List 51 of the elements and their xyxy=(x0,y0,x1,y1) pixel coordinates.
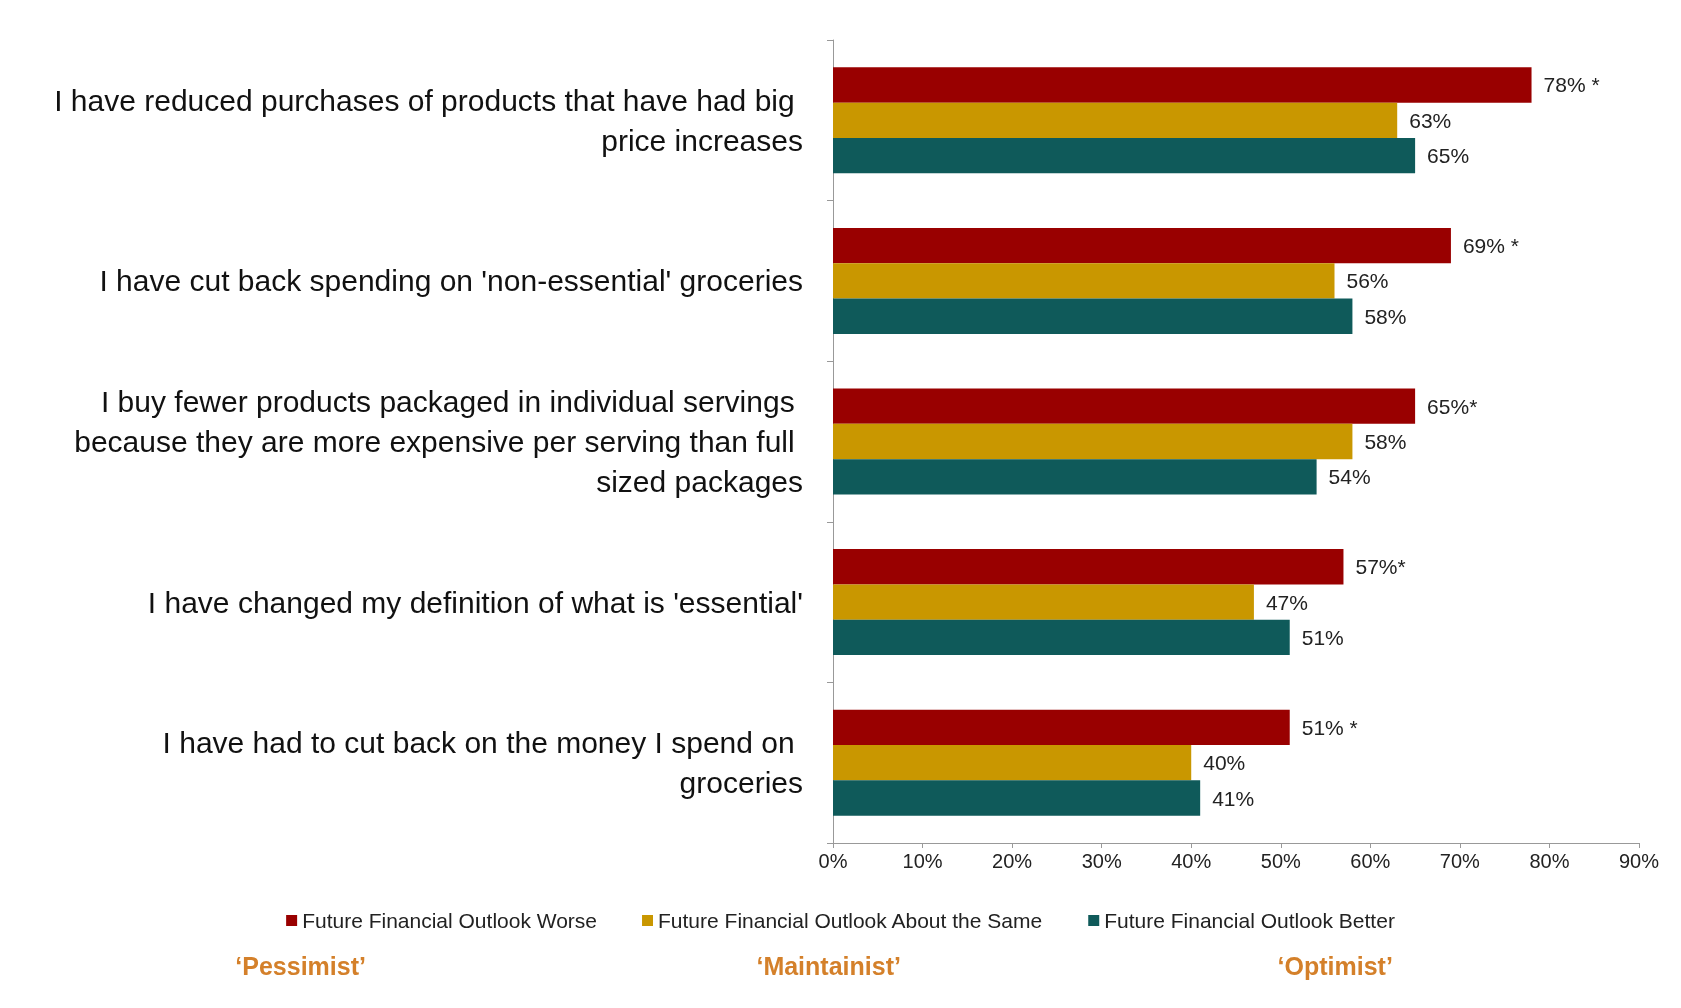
x-tick-label: 0% xyxy=(818,850,848,872)
data-label: 56% xyxy=(1346,269,1389,293)
bar xyxy=(833,102,1398,138)
data-label: 69% * xyxy=(1462,234,1519,258)
y-tick-label: I have reduced purchases of products that have had big price increases xyxy=(54,83,803,157)
data-label: 63% xyxy=(1409,108,1452,132)
bar xyxy=(833,388,1416,424)
bar xyxy=(833,584,1254,620)
x-tick-label: 30% xyxy=(1081,850,1122,872)
y-tick-label: I have changed my definition of what is 'essential' xyxy=(147,585,803,619)
bar xyxy=(833,263,1335,299)
x-tick-label: 10% xyxy=(902,850,943,872)
data-label: 40% xyxy=(1203,751,1246,775)
legend-label: Future Financial Outlook Better xyxy=(1104,909,1395,932)
x-tick-label: 90% xyxy=(1618,850,1660,872)
bar xyxy=(833,709,1290,746)
bar xyxy=(833,619,1290,656)
data-label: 47% xyxy=(1265,590,1308,614)
x-tick-label: 40% xyxy=(1171,850,1212,872)
bar xyxy=(833,227,1451,264)
x-tick-label: 50% xyxy=(1260,850,1302,872)
text: ‘Pessimist’ xyxy=(235,951,366,980)
data-label: 51% xyxy=(1301,625,1344,649)
y-tick-label: I buy fewer products packaged in individual servings because they are more expensive per serving than full sized packages xyxy=(74,385,803,498)
bar xyxy=(833,423,1353,460)
data-label: 57%* xyxy=(1355,555,1406,579)
data-label: 78% * xyxy=(1543,73,1600,97)
bar xyxy=(833,137,1416,174)
x-tick-label: 60% xyxy=(1350,850,1391,872)
data-label: 58% xyxy=(1364,304,1407,328)
bar xyxy=(833,549,1344,585)
data-label: 58% xyxy=(1364,430,1407,453)
x-tick-label: 20% xyxy=(992,850,1033,872)
data-label: 51% * xyxy=(1301,715,1358,739)
y-tick-label: I have had to cut back on the money I spend on groceries xyxy=(162,726,803,800)
y-tick-label: I have cut back spending on 'non-essential' groceries xyxy=(99,264,803,298)
data-label: 65%* xyxy=(1427,394,1478,418)
bar xyxy=(833,67,1532,103)
text: ‘Optimist’ xyxy=(1277,951,1393,980)
data-label: 65% xyxy=(1427,144,1470,168)
bar xyxy=(833,780,1201,816)
bar xyxy=(833,745,1192,781)
x-tick-label: 70% xyxy=(1439,850,1481,872)
x-tick-label: 80% xyxy=(1529,850,1570,872)
legend-label: Future Financial Outlook About the Same xyxy=(658,909,1043,932)
data-label: 41% xyxy=(1212,786,1255,810)
text: ‘Maintainist’ xyxy=(756,951,901,980)
bar xyxy=(833,459,1317,495)
legend-label: Future Financial Outlook Worse xyxy=(302,909,598,932)
bar xyxy=(833,298,1353,334)
data-label: 54% xyxy=(1328,465,1371,489)
